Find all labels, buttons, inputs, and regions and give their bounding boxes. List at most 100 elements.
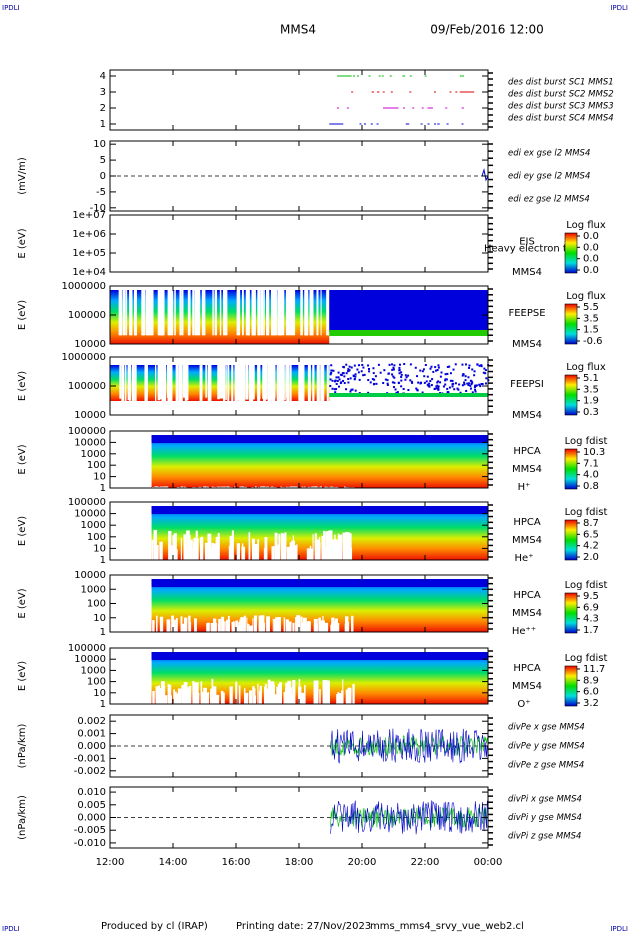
y-axis-label: (nPa/km) (17, 795, 28, 840)
spectrogram-gap (289, 357, 292, 403)
spectrogram-gap (180, 486, 183, 488)
y-tick-label: 10000 (74, 654, 106, 665)
spectrogram-gap (186, 532, 190, 560)
spectrogram-speck (395, 391, 398, 394)
spectrogram-gap (173, 689, 176, 704)
spectrogram-gap (215, 540, 220, 560)
spectrogram-speck (373, 378, 376, 381)
spectrogram-speck (444, 378, 447, 381)
spectrogram-speck (476, 363, 479, 366)
spectrogram-speck (478, 364, 481, 367)
y-tick-label: 10000 (74, 437, 106, 448)
corner-label: IPDLI (2, 4, 20, 12)
spectrogram-speck (411, 381, 414, 384)
spectrogram-speck (444, 383, 447, 386)
spectrogram-speck (354, 375, 357, 378)
spectrogram-gap (296, 621, 298, 632)
spectrogram-speck (351, 388, 354, 391)
colorbar-tick-label: 3.5 (583, 313, 599, 324)
instrument-label: FEEPSI (510, 379, 544, 390)
spectrogram-gap (221, 616, 225, 632)
spectrogram-speck (452, 368, 455, 371)
spectrogram-speck (446, 365, 449, 368)
instrument-label: FEEPSE (508, 308, 545, 319)
spectrogram-speck (479, 385, 482, 388)
y-tick-label: -0.002 (74, 766, 106, 777)
y-tick-label: 1 (100, 627, 106, 638)
spectrogram-gap (181, 286, 184, 336)
colorbar-tick-label: 5.5 (583, 302, 599, 313)
spectrogram-gap (219, 357, 224, 399)
y-tick-label: 1e+05 (72, 248, 106, 259)
spectrogram-gap (278, 286, 282, 336)
spectrogram-speck (347, 368, 350, 371)
x-tick-label: 16:00 (222, 857, 251, 868)
colorbar-tick-label: 10.3 (583, 447, 605, 458)
spectrogram-gap (326, 693, 330, 704)
date-title: 09/Feb/2016 12:00 (430, 23, 544, 37)
spectrogram-gap (290, 486, 292, 488)
spectrogram-gap (156, 615, 158, 632)
colorbar-tick-label: 0.0 (583, 242, 599, 253)
spectrogram-gap (257, 683, 259, 704)
spectrogram-speck (415, 387, 418, 390)
legend-entry: des dist burst SC3 MMS3 (508, 102, 614, 112)
spectrogram-speck (473, 386, 476, 389)
spectrogram-gap (325, 531, 329, 560)
spectrogram-gap (188, 622, 192, 632)
spectrogram-speck (332, 369, 335, 372)
spectrogram-speck (398, 363, 401, 366)
spectrogram-speck (409, 379, 412, 382)
spectrogram-gap (201, 286, 204, 336)
spectrogram-speck (387, 372, 390, 375)
colorbar (564, 665, 578, 707)
spectrogram-gap (252, 357, 255, 400)
spectrogram-speck (400, 385, 403, 388)
spectrogram-gap (328, 530, 333, 560)
colorbar-tick-label: 4.2 (583, 541, 599, 552)
spectrogram-gap (324, 622, 329, 632)
spectrogram-speck (425, 380, 428, 383)
spectrogram-gap (203, 286, 206, 336)
spectrogram-gap (289, 542, 293, 560)
spectrogram-gap (134, 286, 137, 336)
colorbar-tick-label: 2.0 (583, 552, 599, 563)
spectrogram-gap (209, 357, 212, 403)
y-tick-label: 1e+04 (72, 267, 106, 278)
spectrogram-gap (237, 625, 241, 632)
species-label: He⁺ (515, 553, 534, 564)
spectrogram-gap (342, 532, 347, 560)
spectrogram-gap (176, 486, 180, 488)
y-tick-label: 10000 (74, 509, 106, 520)
spectrogram-gap (129, 357, 131, 399)
spectrogram-speck (446, 391, 449, 394)
spectrogram-speck (473, 374, 476, 377)
y-tick-label: 0.001 (77, 729, 106, 740)
y-tick-label: 1e+07 (72, 210, 106, 221)
spectrogram-gap (285, 619, 289, 632)
spectrogram-speck (372, 367, 375, 370)
spectrogram-speck (383, 369, 386, 372)
spectrogram-gap (284, 532, 287, 560)
spectrogram-speck (421, 391, 424, 394)
panel: 0.010 0.005 0.000-0.005 -0.010 (nPa/km) divPi… (17, 786, 582, 849)
spectrogram-speck (350, 388, 353, 391)
spectrogram-gap (151, 539, 154, 560)
spectrogram-gap (307, 622, 311, 632)
spectrogram-gap (286, 486, 288, 488)
spectrogram-gap (129, 286, 132, 336)
spectrogram-gap (285, 286, 290, 336)
spectrogram-speck (400, 373, 403, 376)
y-axis-label: (nPa/km) (17, 724, 28, 769)
spectrogram-gap (129, 357, 131, 408)
spectrogram-gap (217, 624, 221, 632)
spectrogram-gap (224, 621, 226, 632)
spectrogram-gap (194, 286, 198, 336)
spectrogram-gap (260, 286, 264, 336)
colorbar-tick-label: 3.2 (583, 698, 599, 709)
spectrogram-gap (250, 357, 254, 407)
spectrogram-speck (374, 375, 377, 378)
y-tick-label: 1000 (81, 584, 106, 595)
spectrogram-speck (391, 363, 394, 366)
spectrogram-speck (400, 379, 403, 382)
